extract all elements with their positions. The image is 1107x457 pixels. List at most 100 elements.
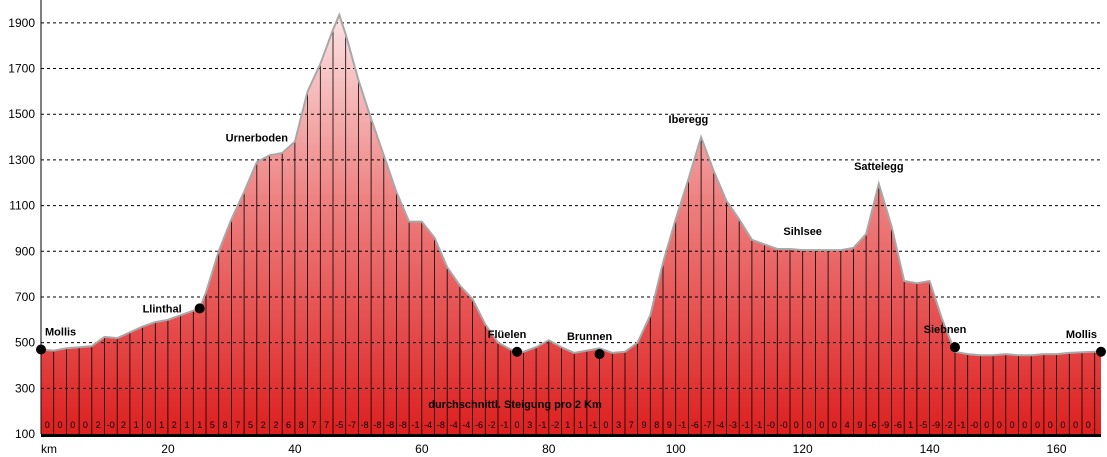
place-label: Flüelen bbox=[488, 329, 527, 341]
y-tick-label: 700 bbox=[15, 290, 35, 304]
slope-label: -8 bbox=[373, 420, 381, 430]
slope-label: -0 bbox=[107, 420, 115, 430]
slope-label: -0 bbox=[970, 420, 978, 430]
slope-label: 0 bbox=[45, 420, 50, 430]
slope-label: 0 bbox=[819, 420, 824, 430]
y-tick-label: 1300 bbox=[8, 153, 35, 167]
slope-label: -6 bbox=[868, 420, 876, 430]
slope-label: 0 bbox=[83, 420, 88, 430]
y-tick-label: 900 bbox=[15, 244, 35, 258]
slope-label: 7 bbox=[235, 420, 240, 430]
slope-labels: 0 0 0 0 2 -0 2 1 0 1 2 1 1 5 8 7 5 2 2 6 8 7 7 -5 -7 -8 -8 -8 -8 -1 -4… bbox=[45, 420, 1091, 430]
slope-label: 2 bbox=[273, 420, 278, 430]
slope-label: -1 bbox=[500, 420, 508, 430]
slope-label: 9 bbox=[641, 420, 646, 430]
slope-label: 0 bbox=[1022, 420, 1027, 430]
x-axis-line bbox=[41, 434, 1101, 437]
slope-label: 1 bbox=[159, 420, 164, 430]
place-marker bbox=[594, 349, 605, 360]
slope-label: -1 bbox=[742, 420, 750, 430]
slope-label: -9 bbox=[881, 420, 889, 430]
slope-label: 1 bbox=[184, 420, 189, 430]
y-tick-label: 1100 bbox=[9, 199, 35, 213]
slope-label: -2 bbox=[945, 420, 953, 430]
slope-label: 0 bbox=[984, 420, 989, 430]
place-label: Brunnen bbox=[567, 331, 613, 343]
slope-label: 4 bbox=[845, 420, 850, 430]
slope-label: 2 bbox=[172, 420, 177, 430]
slope-label: 1 bbox=[908, 420, 913, 430]
slope-label: 0 bbox=[1048, 420, 1053, 430]
slope-label: 2 bbox=[261, 420, 266, 430]
x-tick-label: 140 bbox=[920, 442, 940, 456]
slope-label: -2 bbox=[551, 420, 559, 430]
slope-label: 9 bbox=[667, 420, 672, 430]
x-tick-label: 60 bbox=[415, 442, 429, 456]
slope-label: 3 bbox=[616, 420, 621, 430]
slope-label: -1 bbox=[754, 420, 762, 430]
slope-label: -4 bbox=[716, 420, 724, 430]
slope-label: 0 bbox=[832, 420, 837, 430]
slope-label: -4 bbox=[462, 420, 470, 430]
slope-label: 2 bbox=[121, 420, 126, 430]
place-label: Urnerboden bbox=[226, 132, 289, 144]
place-marker bbox=[512, 346, 523, 357]
place-label: Sattelegg bbox=[854, 161, 904, 173]
gridlines bbox=[41, 22, 1101, 389]
slope-label: 1 bbox=[197, 420, 202, 430]
slope-label: 5 bbox=[210, 420, 215, 430]
slope-annotation: durchschnittl. Steigung pro 2 Km bbox=[428, 399, 602, 411]
slope-label: -1 bbox=[411, 420, 419, 430]
slope-label: -1 bbox=[678, 420, 686, 430]
place-labels: MollisLlinthalUrnerbodenKlausenpassFlüel… bbox=[36, 114, 1106, 360]
y-tick-label: 500 bbox=[15, 336, 35, 350]
slope-label: 0 bbox=[146, 420, 151, 430]
slope-label: 7 bbox=[629, 420, 634, 430]
slope-label: -8 bbox=[437, 420, 445, 430]
y-tick-label: 1500 bbox=[8, 107, 35, 121]
slope-label: -5 bbox=[335, 420, 343, 430]
slope-label: 0 bbox=[57, 420, 62, 430]
slope-label: 0 bbox=[1010, 420, 1015, 430]
slope-label: 2 bbox=[96, 420, 101, 430]
slope-label: -6 bbox=[894, 420, 902, 430]
slope-label: -0 bbox=[780, 420, 788, 430]
slope-label: 0 bbox=[794, 420, 799, 430]
x-axis-title: km bbox=[41, 442, 57, 456]
x-tick-label: 80 bbox=[542, 442, 556, 456]
slope-label: -5 bbox=[919, 420, 927, 430]
slope-label: 7 bbox=[311, 420, 316, 430]
elevation-outline bbox=[40, 11, 1101, 357]
x-tick-label: 100 bbox=[666, 442, 686, 456]
elevation-fill bbox=[41, 14, 1101, 435]
slope-label: 1 bbox=[565, 420, 570, 430]
place-marker bbox=[194, 303, 205, 314]
slope-label: 0 bbox=[1035, 420, 1040, 430]
y-tick-label: 100 bbox=[15, 427, 35, 441]
slope-label: 0 bbox=[1073, 420, 1078, 430]
place-label: Mollis bbox=[45, 326, 76, 338]
slope-label: -1 bbox=[538, 420, 546, 430]
x-tick-label: 120 bbox=[793, 442, 813, 456]
km-bars bbox=[40, 29, 1096, 434]
place-label: Siebnen bbox=[924, 324, 967, 336]
place-label: Llinthal bbox=[143, 303, 182, 315]
slope-label: 0 bbox=[603, 420, 608, 430]
x-tick-label: 160 bbox=[1047, 442, 1067, 456]
elevation-line bbox=[40, 11, 1101, 357]
slope-label: 0 bbox=[997, 420, 1002, 430]
y-tick-label: 1900 bbox=[8, 16, 35, 30]
slope-label: -0 bbox=[767, 420, 775, 430]
slope-label: 6 bbox=[286, 420, 291, 430]
slope-label: 0 bbox=[514, 420, 519, 430]
slope-label: 0 bbox=[806, 420, 811, 430]
slope-label: -6 bbox=[691, 420, 699, 430]
slope-label: 1 bbox=[134, 420, 139, 430]
slope-label: 0 bbox=[70, 420, 75, 430]
place-label: Mollis bbox=[1066, 329, 1097, 341]
slope-label: 8 bbox=[654, 420, 659, 430]
place-marker bbox=[950, 342, 961, 353]
slope-label: 7 bbox=[324, 420, 329, 430]
slope-label: 8 bbox=[299, 420, 304, 430]
